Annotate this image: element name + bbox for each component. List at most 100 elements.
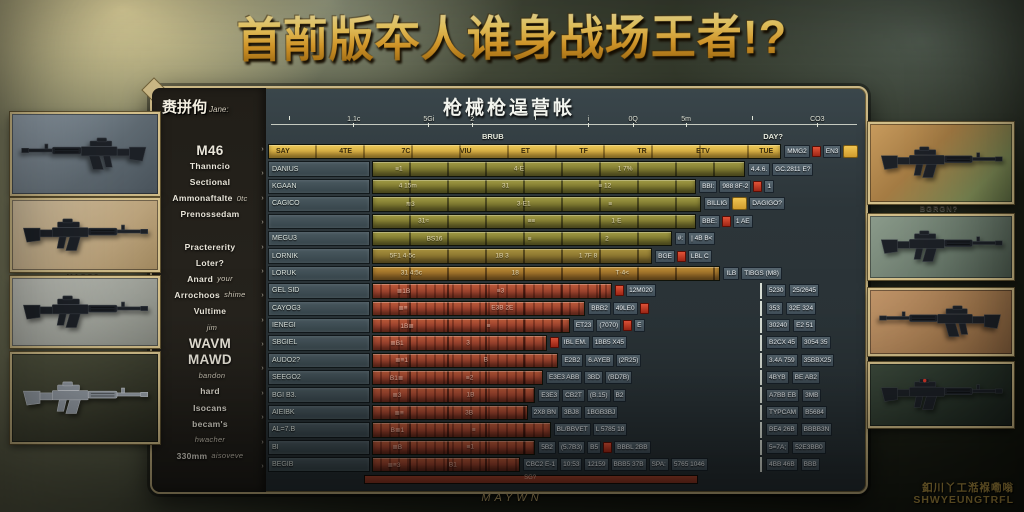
row-label: AUDO2?: [268, 352, 370, 369]
stat-cell: CB2T: [562, 388, 585, 402]
right-stat-cell: BBB: [800, 458, 820, 472]
stat-cell: 2X8 BN: [530, 406, 559, 420]
side-label: Practererity: [156, 239, 264, 255]
row-label: BEGIB: [268, 457, 370, 473]
stat-bar: ≣≡3 B1: [372, 457, 520, 473]
side-label: hwacher: [156, 432, 264, 448]
side-label: becam's: [156, 416, 264, 432]
stat-cell: TIBGS (M8): [741, 266, 782, 280]
right-stat-cell: B5684: [802, 406, 827, 420]
ruler-tick: CO3: [810, 116, 825, 127]
stat-cell: | 4B B<: [688, 232, 716, 246]
ruler-tick-dash: [816, 123, 818, 127]
row-label: AL=7.B: [268, 422, 370, 438]
bar-mark: ≋3: [405, 200, 415, 208]
row-tail: #: | 4B B<: [674, 231, 860, 246]
bar-mark: ≡: [471, 426, 476, 434]
weapon-row: BEGIB ≣≡3 B1 CBC2 E-1 10:53 12159 BBB5 37B SPA:…: [268, 457, 860, 473]
bar-mark: B: [483, 356, 488, 364]
side-label-text: WAVM: [188, 335, 232, 351]
ruler-tick-dash: [751, 116, 753, 120]
bar-mark: 31≈: [418, 217, 429, 225]
side-label: hard: [156, 383, 264, 399]
stat-cell: IBL EM.: [560, 336, 590, 350]
side-label-text: Loter?: [195, 257, 225, 268]
bar-mark: 18: [511, 269, 519, 277]
row-label: CAYOG3: [268, 300, 370, 316]
weapon-card: [868, 122, 1014, 204]
bar-mark: ≡≡: [527, 217, 536, 225]
row-barzone: B1≣ ≡2 E3E3 ABB 3BD (BD7B): [372, 370, 756, 386]
row-pointer-icon: ›: [261, 170, 264, 178]
stat-cell: (BD7B): [604, 371, 633, 385]
stat-bar: 31≈ ≡≡ 1·E: [372, 213, 697, 229]
row-label: MEGU3: [268, 230, 370, 247]
weapon-row: LORNIK 5F1 4·5c 1B 3 1 7F 8 BGE LBL C: [268, 248, 860, 264]
right-stat-cell: 4BYB: [766, 371, 789, 385]
side-label: Vultime: [156, 303, 264, 319]
ruler-tick-dash: [632, 123, 634, 127]
row-pointer-icon: ›: [261, 462, 264, 470]
ruler-tick-label: 2: [470, 116, 475, 123]
right-stat-section: TYPCAM B5684: [760, 404, 860, 421]
stat-cell: 1 AE: [732, 214, 753, 228]
weapon-row: BGI B3. ≣3 1B E3E3 CB2T (B.15) B2 A7BB EB 3MB: [268, 387, 860, 403]
stat-cell: 5765 1046: [670, 458, 708, 472]
weapon-card: [10, 352, 160, 444]
right-stat-section: 4BYB BE AB2: [760, 370, 860, 386]
axis-ruler: BRUB DAY? 1.1c 5Gi 2 i 0Q 5m CO3: [271, 116, 857, 141]
weapon-row: CAYOG3 ≣≡ E3B 2E BBB2 49LE0 353 32E 324: [268, 300, 860, 316]
stat-cell: L 5785 18: [592, 423, 628, 437]
stat-bar: B≣1 ≡: [372, 422, 551, 438]
bar-mark: ≣≡: [398, 305, 408, 313]
bar-mark: ≡1: [466, 443, 474, 451]
side-label-sub: your: [217, 274, 233, 284]
row-pointer-icon: ›: [261, 316, 264, 324]
rifle-icon: [870, 302, 1012, 341]
weapon-row: SBGIEL ≣B1 3 IBL EM. 1BB5 X45 B2CX 45 3054 35: [268, 335, 860, 351]
row-tail: BGE LBL C: [655, 248, 860, 263]
red-badge: [549, 337, 559, 349]
side-label-text: Practererity: [184, 241, 236, 252]
side-label-text: hwacher: [194, 435, 226, 445]
right-stat-section: 3.4A 759 35BBX25: [760, 352, 860, 369]
red-badge: [676, 250, 686, 262]
red-badge: [615, 285, 625, 297]
bar-mark: 31 4:5c: [400, 269, 423, 277]
header-cell: SAY: [276, 148, 290, 156]
side-label: Ammonaftalte 0tc: [156, 190, 264, 206]
stat-bar: BS16 ≡ 2: [372, 230, 672, 247]
row-barzone: BS16 ≡ 2 #: | 4B B<: [372, 230, 860, 247]
stat-cell: BBB5 37B: [610, 458, 647, 472]
right-stat-cell: B2CX 45: [766, 336, 799, 350]
side-label-text: becam's: [192, 418, 228, 429]
row-barzone: ≣B ≡1 5B2 (5.7B3) B5 BBBL 2BB: [372, 439, 756, 456]
row-label: CAGICO: [268, 196, 370, 212]
ruler-tick: 1.1c: [347, 116, 360, 127]
side-label-text: 330mm: [176, 450, 208, 461]
bar-mark: ≣≡3: [387, 461, 401, 469]
row-tail: IBL EM. 1BB5 X45: [549, 335, 756, 350]
rifle-icon: [12, 292, 158, 332]
right-stat-section: 5=7A; 52E3BB0: [760, 439, 860, 456]
stat-bar: ≋3 3·E1 ≡: [372, 196, 701, 212]
row-tail: 2X8 BN 3BJ8 1BGB3BJ: [530, 405, 756, 420]
right-stat-section: BE4 26B BBBB3N: [760, 422, 860, 438]
panel-footer-caption: MAYWN: [481, 492, 543, 504]
row-pointer-icon: ›: [261, 243, 264, 251]
row-pointer-icon: ›: [261, 341, 264, 348]
stat-bar: ≡1 4·E 1 7%: [372, 161, 745, 177]
right-stat-cell: TYPCAM: [766, 406, 800, 420]
right-stat-cell: 4BB 46B: [766, 458, 798, 472]
ruler-tick: 5m: [681, 116, 691, 127]
weapon-card: [868, 362, 1014, 428]
header-cell: TR: [637, 148, 647, 156]
bar-mark: 1 7F 8: [578, 252, 598, 260]
weapon-card: [10, 112, 160, 196]
row-pointer-icon: ›: [261, 389, 264, 397]
stat-bar: ≣≡ 3B: [372, 404, 528, 421]
row-label: KGAAN: [268, 178, 370, 195]
ruler-tick: [751, 116, 753, 120]
bar-mark: ≡: [608, 200, 613, 208]
